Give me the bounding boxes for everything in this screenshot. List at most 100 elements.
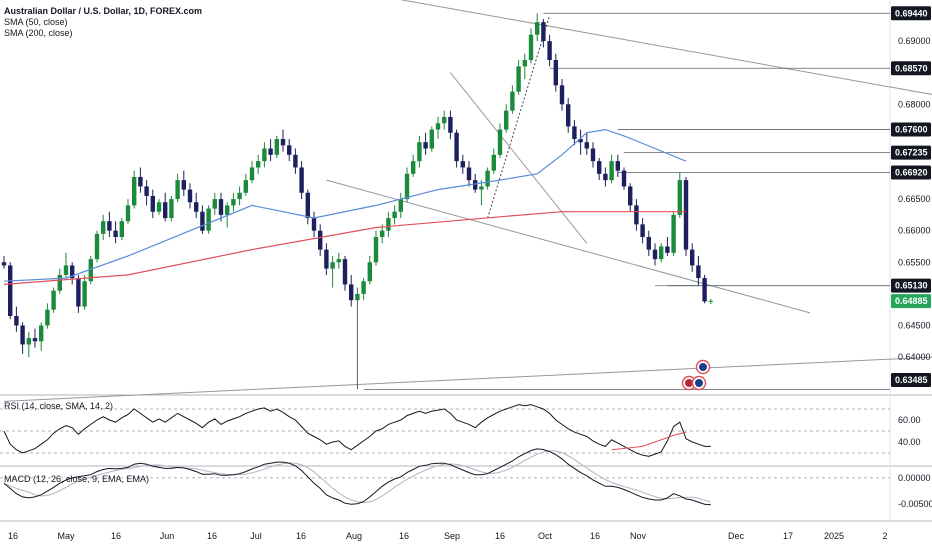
- candle-body: [119, 221, 124, 237]
- candle-body: [659, 246, 664, 260]
- macd-label[interactable]: MACD (12, 26, close, 9, EMA, EMA): [4, 474, 150, 484]
- level-label: 0.66920: [895, 168, 928, 178]
- event-icon-au: [695, 359, 711, 375]
- candle-body: [1, 262, 7, 266]
- level-badge[interactable]: [891, 61, 931, 76]
- candle-body: [491, 154, 496, 171]
- level-label: 0.69440: [895, 8, 928, 18]
- moving-averages: [3, 128, 687, 285]
- time-tick-label: 17: [783, 531, 793, 541]
- candle-body: [572, 126, 577, 140]
- level-badge[interactable]: [891, 145, 931, 160]
- time-tick-label: 16: [207, 531, 217, 541]
- last-price-badge[interactable]: [891, 294, 931, 309]
- grid-lines: [0, 0, 932, 522]
- candle-body: [342, 259, 348, 285]
- candle-body: [268, 148, 273, 155]
- sma50-legend[interactable]: SMA (50, close): [4, 17, 68, 27]
- candle-body: [423, 142, 428, 149]
- time-axis[interactable]: 16 May 16 Jun 16 Jul 16 Aug 16 Sep 16 Oct 16 Nov Dec 17…: [8, 531, 888, 541]
- candle-body: [417, 142, 422, 162]
- price-tick-label: 0.68000: [898, 99, 931, 109]
- candle-body: [355, 293, 360, 301]
- candle-body: [113, 230, 118, 237]
- level-badge[interactable]: [891, 373, 931, 387]
- trendline[interactable]: [314, 0, 932, 95]
- chart-legend: Australian Dollar / U.S. Dollar, 1D, FOR…: [4, 6, 202, 39]
- candle-body: [14, 316, 19, 326]
- candle-body: [212, 199, 217, 209]
- candle-body: [57, 274, 62, 291]
- rsi-ma-line: [611, 431, 687, 451]
- candle-body: [442, 116, 447, 124]
- candle-body: [144, 186, 149, 196]
- macd-signal-line: [3, 450, 711, 504]
- trendlines[interactable]: [3, 0, 932, 402]
- level-badge[interactable]: [891, 278, 931, 293]
- trendline[interactable]: [3, 356, 932, 402]
- candle-body: [510, 91, 515, 111]
- candle-body: [665, 246, 670, 253]
- rsi-line: [3, 404, 711, 457]
- candle-body: [175, 180, 180, 200]
- price-tick-label: 0.64000: [898, 352, 931, 362]
- candle-body: [237, 192, 242, 200]
- candle-body: [206, 208, 211, 231]
- level-badge[interactable]: [891, 122, 931, 137]
- candle-body: [448, 116, 453, 133]
- candle-body: [125, 205, 131, 222]
- candle-body: [553, 60, 558, 86]
- rsi-label[interactable]: RSI (14, close, SMA, 14, 2): [4, 401, 114, 411]
- time-tick-label: 16: [296, 531, 306, 541]
- level-badge[interactable]: [891, 6, 931, 21]
- candle-body: [76, 278, 81, 307]
- symbol-title[interactable]: Australian Dollar / U.S. Dollar, 1D, FOR…: [4, 6, 203, 16]
- candle-body: [132, 176, 137, 206]
- time-tick-label: Jun: [160, 531, 175, 541]
- candle-body: [150, 195, 155, 212]
- last-price-label: 0.64885: [895, 296, 928, 306]
- candle-body: [305, 192, 310, 219]
- candle-body: [683, 180, 689, 250]
- candle-body: [516, 66, 521, 92]
- trendline[interactable]: [487, 15, 551, 219]
- sma200-legend[interactable]: SMA (200, close): [4, 28, 73, 38]
- time-tick-label: 16: [111, 531, 121, 541]
- time-tick-label: Aug: [346, 531, 362, 541]
- trendline[interactable]: [450, 72, 588, 244]
- candle-body: [597, 161, 602, 174]
- level-label: 0.67235: [895, 148, 928, 158]
- candle-body: [702, 278, 707, 302]
- candle-body: [708, 300, 713, 302]
- candle-body: [349, 284, 354, 301]
- candle-body: [274, 139, 279, 155]
- candle-body: [497, 129, 503, 155]
- candle-body: [640, 224, 645, 237]
- candle-body: [187, 189, 193, 203]
- level-badge[interactable]: [891, 165, 931, 180]
- rsi-tick-label: 40.00: [898, 437, 921, 447]
- economic-events[interactable]: [681, 359, 711, 391]
- time-tick-label: 16: [8, 531, 18, 541]
- candle-body: [26, 338, 31, 345]
- candle-body: [231, 199, 236, 206]
- candle-body: [584, 142, 589, 149]
- candle-body: [200, 211, 205, 231]
- candle-body: [311, 218, 317, 231]
- rsi-pane: 60.00 40.00: [0, 404, 921, 457]
- candle-body: [262, 148, 267, 162]
- candle-body: [380, 230, 385, 237]
- level-label: 0.67600: [895, 125, 928, 135]
- candle-body: [696, 265, 701, 279]
- time-tick-label: Oct: [538, 531, 553, 541]
- macd-tick-label: -0.00500: [898, 499, 932, 509]
- candle-body: [156, 202, 162, 212]
- candle-body: [367, 262, 372, 282]
- candle-body: [299, 167, 304, 193]
- candle-body: [82, 281, 87, 307]
- candle-body: [652, 249, 658, 260]
- candle-body: [318, 230, 323, 250]
- candle-body: [429, 129, 434, 149]
- price-axis[interactable]: 0.69000 0.68000 0.66500 0.66000 0.65500 0.645…: [891, 6, 931, 387]
